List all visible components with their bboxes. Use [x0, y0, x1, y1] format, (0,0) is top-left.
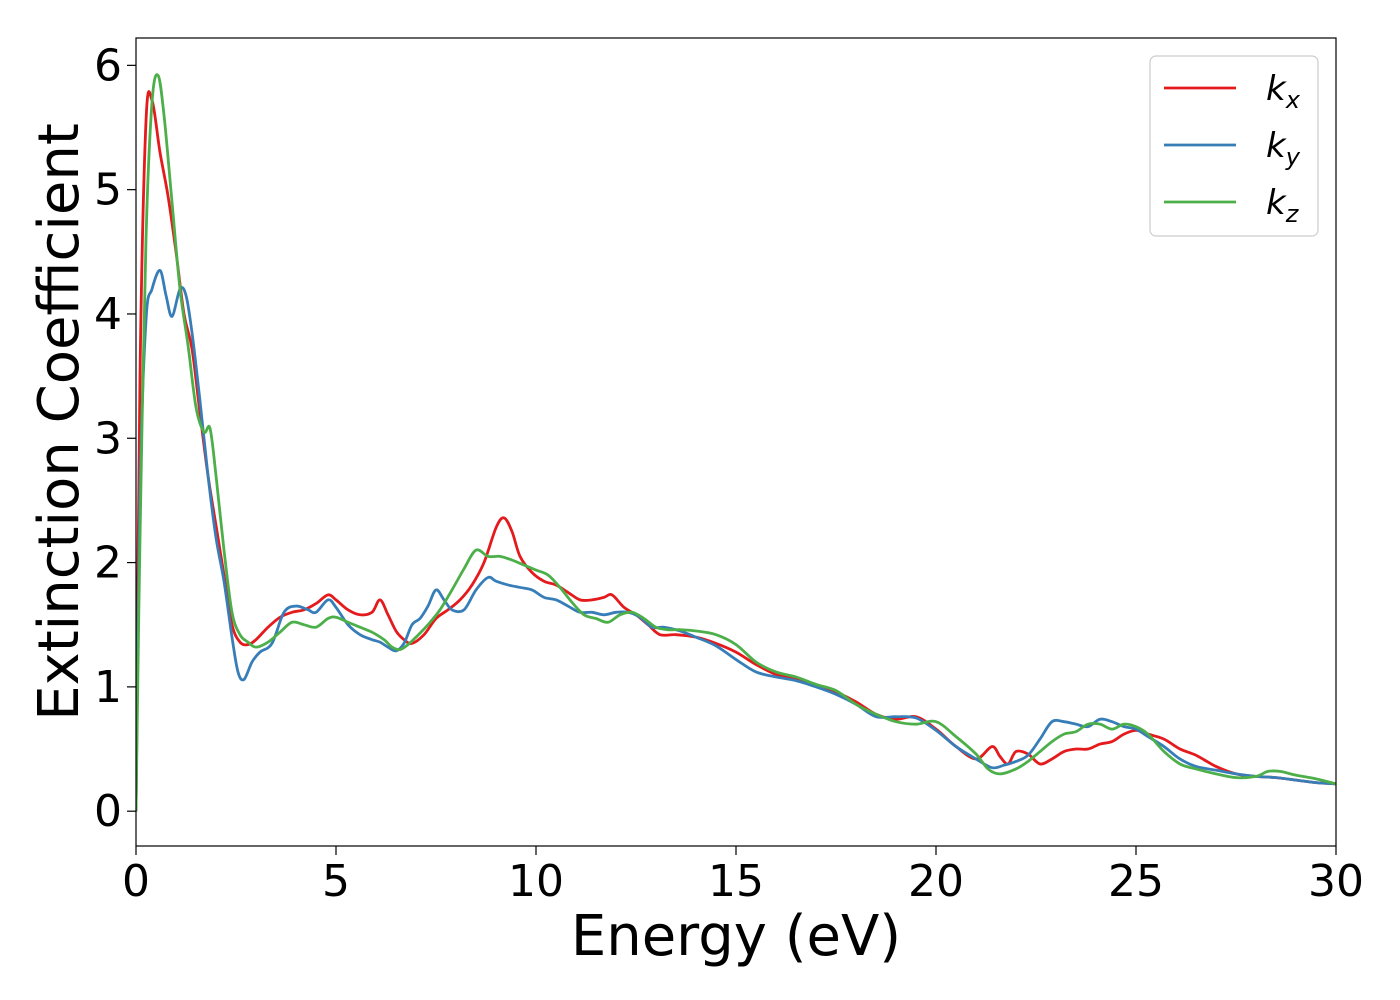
y-tick-label: 2 [94, 538, 122, 589]
y-tick-label: 0 [94, 786, 122, 837]
y-tick-label: 4 [94, 289, 122, 340]
x-tick-label: 20 [908, 856, 964, 907]
x-tick-label: 30 [1308, 856, 1364, 907]
x-tick-label: 10 [508, 856, 564, 907]
y-tick-label: 6 [94, 40, 122, 91]
y-tick-label: 1 [94, 662, 122, 713]
legend-label-x: kx [1266, 69, 1301, 114]
legend-label-subscript: y [1285, 143, 1301, 171]
y-tick-label: 5 [94, 165, 122, 216]
series-line-z [136, 73, 1336, 812]
legend-label-base: k [1266, 183, 1287, 223]
x-tick-label: 5 [322, 856, 350, 907]
legend-label-z: kz [1266, 183, 1300, 228]
y-tick-label: 3 [94, 413, 122, 464]
series-line-x [136, 90, 1336, 812]
legend-label-subscript: z [1285, 200, 1300, 228]
y-axis: 0 1 2 3 4 5 6 [94, 40, 136, 837]
series-layer [136, 73, 1336, 812]
x-tick-label: 25 [1108, 856, 1164, 907]
series-line-y [136, 269, 1336, 812]
legend-label-y: ky [1266, 126, 1301, 171]
legend-label-base: k [1266, 126, 1287, 166]
x-tick-label: 15 [708, 856, 764, 907]
x-axis: 0 5 10 15 20 25 30 [122, 846, 1364, 907]
x-axis-title: Energy (eV) [571, 904, 901, 969]
legend-label-base: k [1266, 69, 1287, 109]
legend-label-subscript: x [1285, 86, 1301, 114]
x-tick-label: 0 [122, 856, 150, 907]
y-axis-title: Extinction Coefficient [27, 123, 92, 721]
